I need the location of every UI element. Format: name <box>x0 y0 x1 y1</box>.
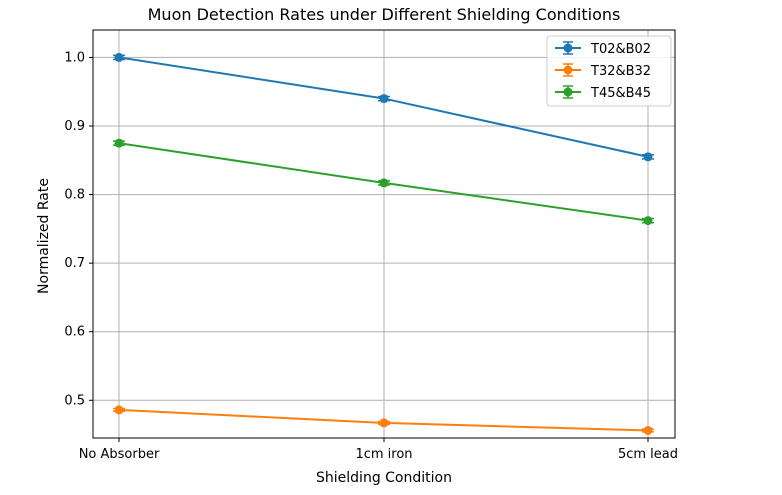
x-tick-label: 5cm lead <box>618 447 678 462</box>
series-t32-b32 <box>113 405 654 435</box>
x-tick-label: No Absorber <box>79 447 160 462</box>
data-point <box>379 94 389 104</box>
y-tick-label: 1.0 <box>64 50 85 65</box>
legend-marker <box>563 43 573 53</box>
legend-marker <box>563 65 573 75</box>
y-axis-label: Normalized Rate <box>36 178 52 294</box>
y-tick-label: 0.5 <box>64 393 85 408</box>
grid-lines <box>93 30 675 438</box>
data-point <box>114 52 124 62</box>
y-tick-label: 0.9 <box>64 119 85 134</box>
data-point <box>379 418 389 428</box>
legend-item: T45&B45 <box>555 85 651 101</box>
data-point <box>114 138 124 148</box>
series-t02-b02 <box>113 52 654 162</box>
y-tick-label: 0.8 <box>64 188 85 203</box>
axis-ticks: 0.5 0.6 0.7 0.8 0.9 1.0 No Absorber 1cm iron 5cm… <box>64 50 678 462</box>
y-tick-label: 0.6 <box>64 325 85 340</box>
data-point <box>114 405 124 415</box>
data-point <box>643 152 653 162</box>
x-tick-label: 1cm iron <box>355 447 412 462</box>
data-point <box>643 216 653 226</box>
chart-title: Muon Detection Rates under Different Shi… <box>148 5 621 24</box>
legend-item: T32&B32 <box>555 63 651 79</box>
y-tick-label: 0.7 <box>64 256 85 271</box>
legend-marker <box>563 87 573 97</box>
legend-label: T02&B02 <box>590 42 651 57</box>
legend-label: T45&B45 <box>590 86 651 101</box>
series-t45-b45 <box>113 138 654 226</box>
legend: T02&B02 T32&B32 T45&B45 <box>546 35 672 107</box>
legend-item: T02&B02 <box>555 41 651 57</box>
data-point <box>379 178 389 188</box>
x-axis-label: Shielding Condition <box>316 470 452 486</box>
series-group <box>113 52 654 435</box>
legend-label: T32&B32 <box>590 64 651 79</box>
legend-box <box>546 35 672 107</box>
data-point <box>643 425 653 435</box>
